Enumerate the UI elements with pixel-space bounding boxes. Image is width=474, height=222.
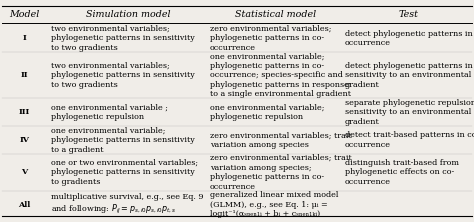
- Text: II: II: [21, 71, 28, 79]
- Text: one environmental variable;
phylogenetic patterns in sensitivity
to a gradient: one environmental variable; phylogenetic…: [51, 127, 195, 154]
- Text: one environmental variable;
phylogenetic repulsion: one environmental variable; phylogenetic…: [210, 103, 325, 121]
- Text: Statistical model: Statistical model: [235, 10, 317, 19]
- Text: one environmental variable ;
phylogenetic repulsion: one environmental variable ; phylogeneti…: [51, 103, 168, 121]
- Text: separate phylogenetic repulsion from
sensitivity to an environmental
gradient: separate phylogenetic repulsion from sen…: [345, 99, 474, 126]
- Text: IV: IV: [19, 136, 30, 144]
- Text: two environmental variables;
phylogenetic patterns in sensitivity
to two gradien: two environmental variables; phylogeneti…: [51, 25, 195, 52]
- Text: Test: Test: [399, 10, 419, 19]
- Text: Model: Model: [9, 10, 40, 19]
- Text: detect phylogenetic patterns in co-
occurrence: detect phylogenetic patterns in co- occu…: [345, 30, 474, 47]
- Text: III: III: [19, 108, 30, 116]
- Text: two environmental variables;
phylogenetic patterns in sensitivity
to two gradien: two environmental variables; phylogeneti…: [51, 62, 195, 89]
- Text: distinguish trait-based from
phylogenetic effects on co-
occurrence: distinguish trait-based from phylogeneti…: [345, 159, 459, 186]
- Text: zero environmental variables;
phylogenetic patterns in co-
occurrence: zero environmental variables; phylogenet…: [210, 25, 331, 52]
- Text: detect trait-based patterns in co-
occurrence: detect trait-based patterns in co- occur…: [345, 131, 474, 149]
- Text: generalized linear mixed model
(GLMM), e.g., see Eq. 1: μᵢ =
logit⁻¹(αₛₚₑₙ₁ᵢ + b: generalized linear mixed model (GLMM), e…: [210, 191, 338, 218]
- Text: Simulation model: Simulation model: [86, 10, 170, 19]
- Text: I: I: [23, 34, 27, 42]
- Text: one environmental variable;
phylogenetic patterns in co-
occurrence; species-spe: one environmental variable; phylogenetic…: [210, 52, 351, 98]
- Text: detect phylogenetic patterns in species
sensitivity to an environmental
gradient: detect phylogenetic patterns in species …: [345, 62, 474, 89]
- Text: All: All: [18, 201, 31, 209]
- Text: one or two environmental variables;
phylogenetic patterns in sensitivity
to grad: one or two environmental variables; phyl…: [51, 159, 198, 186]
- Text: zero environmental variables; trait
variation among species;
phylogenetic patter: zero environmental variables; trait vari…: [210, 154, 352, 191]
- Text: zero environmental variables; trait
variation among species: zero environmental variables; trait vari…: [210, 131, 352, 149]
- Text: V: V: [21, 168, 28, 176]
- Text: multiplicative survival, e.g., see Eq. 9
and following: $P_{ij} = p_{s,i0}p_{s,i: multiplicative survival, e.g., see Eq. 9…: [51, 193, 204, 216]
